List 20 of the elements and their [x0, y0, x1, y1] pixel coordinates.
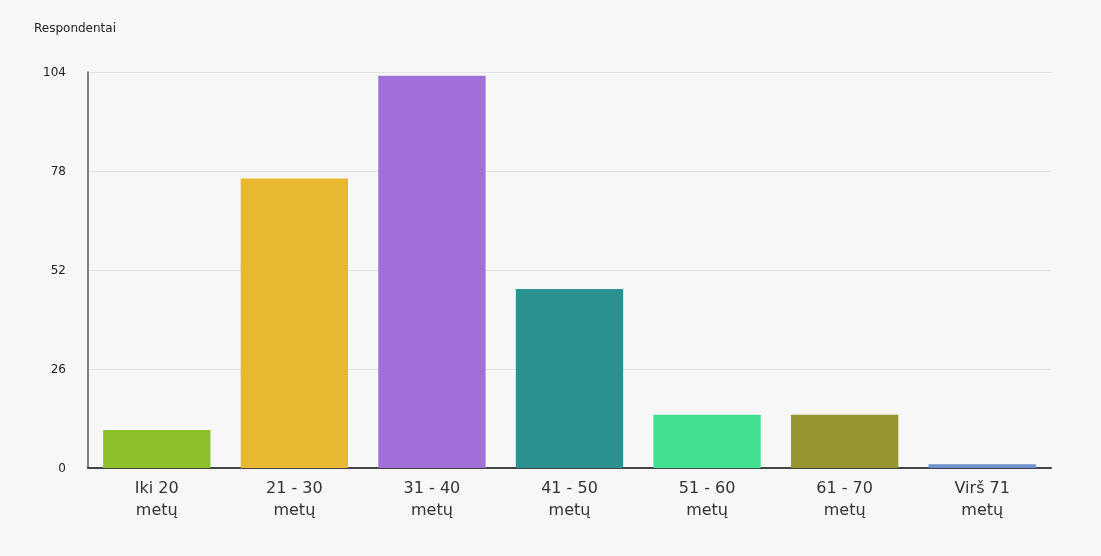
x-tick-label: 41 - 50 metų: [541, 477, 598, 519]
bar: [928, 464, 1036, 468]
y-axis-title: Respondentai: [34, 21, 116, 35]
x-tick-label: 31 - 40 metų: [403, 477, 461, 519]
x-tick-label: 61 - 70 metų: [816, 477, 873, 519]
y-tick-label: 0: [58, 461, 66, 475]
bar: [378, 75, 486, 468]
bar: [240, 178, 349, 468]
x-tick-label: Iki 20 metų: [134, 477, 179, 519]
bar: [103, 429, 211, 468]
y-tick-label: 52: [50, 263, 66, 277]
x-tick-label: Virš 71 metų: [954, 477, 1010, 519]
y-tick-label: 78: [50, 164, 66, 178]
y-tick-label: 26: [50, 362, 66, 376]
y-tick-label: 104: [43, 65, 66, 79]
bar: [653, 414, 761, 468]
bar: [790, 414, 899, 468]
x-tick-label: 21 - 30 metų: [266, 477, 323, 519]
bar: [515, 289, 624, 468]
x-tick-label: 51 - 60 metų: [678, 477, 736, 519]
